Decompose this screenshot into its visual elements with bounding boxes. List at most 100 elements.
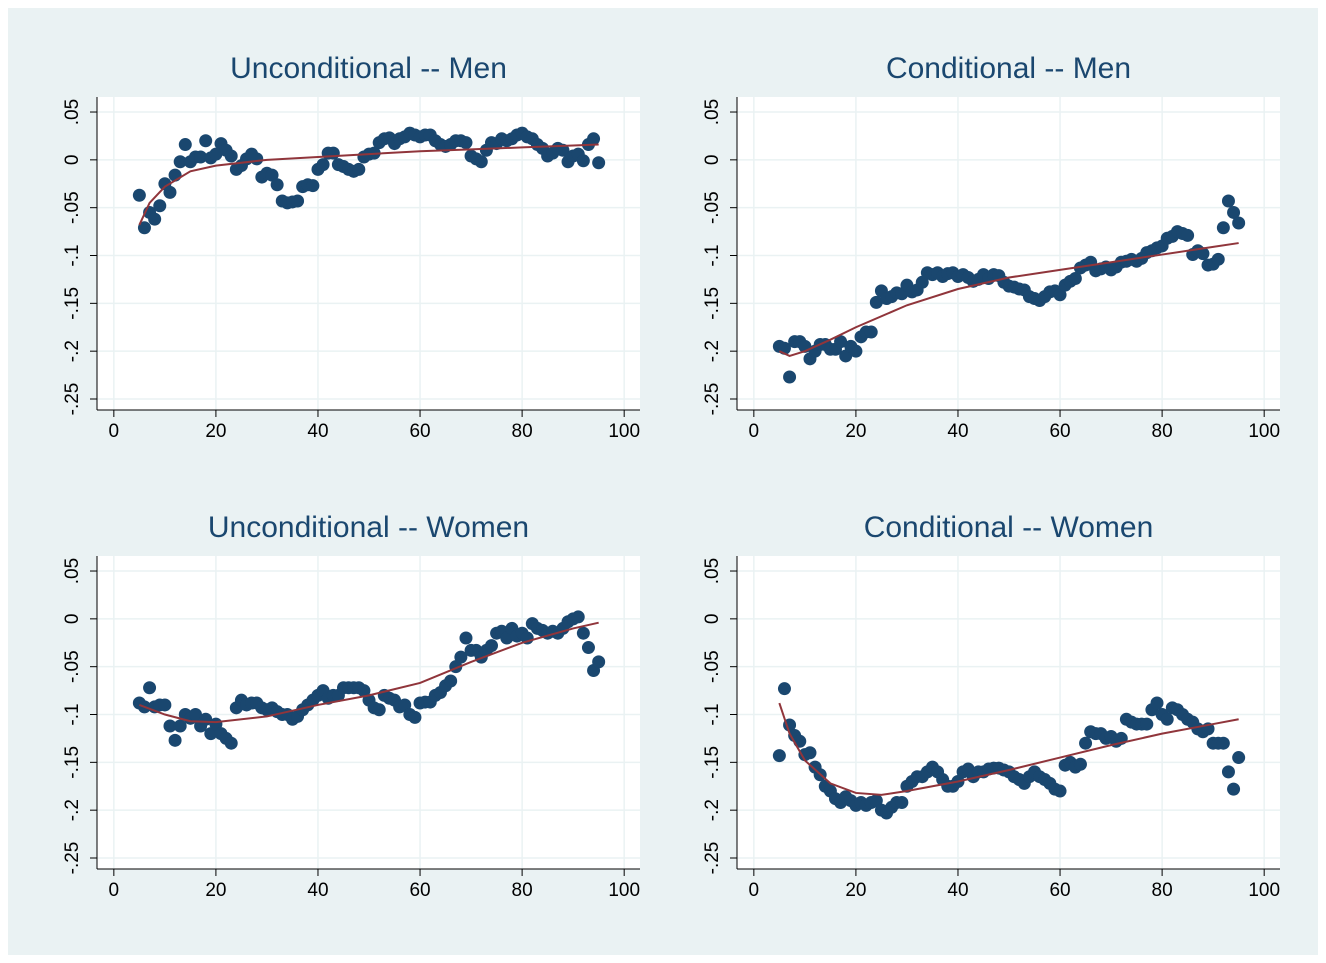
x-tick-label: 0 — [749, 880, 760, 901]
point — [1221, 765, 1235, 779]
x-tick-label: 0 — [109, 880, 120, 901]
x-tick-label: 20 — [845, 880, 866, 901]
point — [869, 794, 883, 808]
x-tick-label: 80 — [1152, 880, 1173, 901]
point — [1196, 247, 1210, 261]
point — [1150, 696, 1164, 710]
point — [143, 681, 157, 695]
point — [474, 155, 488, 169]
fit-line — [778, 242, 1239, 358]
fit-line — [778, 702, 1239, 796]
x-tick-label: 100 — [1248, 880, 1280, 901]
y-tick-label: -.2 — [702, 340, 723, 362]
point — [153, 199, 167, 213]
y-tick-label: .05 — [62, 558, 83, 584]
panel: Unconditional -- Men 0 20 40 60 80 100 .05 0 -.05… — [62, 52, 640, 442]
x-tick-label: 40 — [947, 880, 968, 901]
point — [270, 178, 284, 192]
x-tick-label: 80 — [512, 880, 533, 901]
point — [137, 221, 151, 235]
x-tick-label: 20 — [205, 880, 226, 901]
y-tick-label: -.1 — [62, 703, 83, 725]
plot-area — [737, 556, 1280, 869]
y-tick-label: -.15 — [62, 746, 83, 779]
x-tick-label: 100 — [608, 421, 640, 442]
point — [459, 631, 473, 645]
point — [1216, 221, 1230, 235]
panel: Conditional -- Women 0 20 40 60 80 100 .05 0 -.05… — [702, 511, 1280, 901]
y-tick-label: -.1 — [62, 244, 83, 266]
point — [777, 682, 791, 696]
y-tick-label: 0 — [702, 614, 723, 625]
point — [224, 149, 238, 163]
x-tick-label: 100 — [608, 880, 640, 901]
point — [581, 641, 595, 655]
point — [1232, 216, 1246, 230]
point — [587, 132, 601, 146]
point — [250, 152, 264, 166]
panel: Unconditional -- Women 0 20 40 60 80 100 .05 0 -.… — [62, 511, 640, 901]
y-tick-label: -.05 — [702, 650, 723, 683]
y-tick-label: .05 — [702, 99, 723, 125]
x-tick-label: 20 — [205, 421, 226, 442]
point — [454, 650, 468, 664]
y-tick-label: -.25 — [702, 842, 723, 875]
point — [1232, 751, 1246, 765]
point — [1221, 194, 1235, 208]
point — [1181, 228, 1195, 242]
point — [783, 370, 797, 384]
point — [803, 746, 817, 760]
panel-title: Unconditional -- Men — [230, 52, 507, 85]
point — [173, 719, 187, 733]
point — [173, 155, 187, 169]
y-tick-label: -.2 — [62, 340, 83, 362]
y-tick-label: -.2 — [702, 799, 723, 821]
panel-title: Conditional -- Women — [864, 511, 1154, 544]
y-tick-label: -.05 — [702, 191, 723, 224]
point — [1227, 782, 1241, 796]
fit-line — [138, 143, 599, 226]
point — [1227, 205, 1241, 219]
point — [1216, 736, 1230, 750]
point — [793, 734, 807, 748]
point — [224, 736, 238, 750]
point — [444, 674, 458, 688]
point — [1079, 736, 1093, 750]
point — [500, 631, 514, 645]
point — [1053, 784, 1067, 798]
point — [398, 698, 412, 712]
y-tick-label: 0 — [62, 155, 83, 166]
point — [576, 626, 590, 640]
point — [484, 639, 498, 653]
point — [408, 710, 422, 724]
point — [1068, 271, 1082, 285]
point — [459, 136, 473, 150]
point — [1140, 717, 1154, 731]
point — [291, 194, 305, 208]
point — [163, 185, 177, 199]
plot-area — [97, 556, 640, 869]
y-tick-label: -.25 — [62, 383, 83, 416]
x-tick-label: 60 — [1049, 880, 1070, 901]
x-tick-label: 100 — [1248, 421, 1280, 442]
point — [1073, 757, 1087, 771]
y-tick-label: -.05 — [62, 191, 83, 224]
point — [326, 146, 340, 160]
x-tick-label: 80 — [512, 421, 533, 442]
fit-line — [139, 621, 599, 724]
point — [864, 325, 878, 339]
point — [168, 733, 182, 747]
panel-title: Conditional -- Men — [886, 52, 1131, 85]
point — [895, 796, 909, 810]
point — [1053, 288, 1067, 302]
y-tick-label: -.1 — [702, 703, 723, 725]
point — [357, 684, 371, 698]
point — [188, 708, 202, 722]
y-tick-label: -.15 — [702, 746, 723, 779]
point — [372, 703, 386, 717]
point — [839, 349, 853, 363]
point — [163, 719, 177, 733]
point — [1160, 712, 1174, 726]
y-tick-label: .05 — [702, 558, 723, 584]
